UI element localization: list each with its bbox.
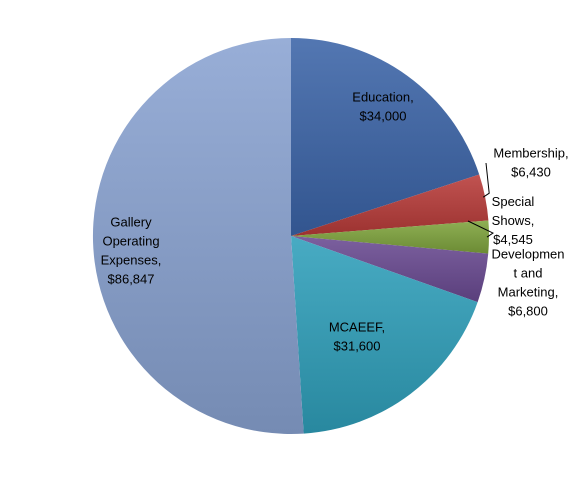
data-label-line: $6,430 [511,165,551,180]
data-label-mcaeef: MCAEEF, $31,600 [329,320,385,354]
data-label-gallery-operating-expenses: Gallery Operating Expenses, $86,847 [101,215,162,287]
data-label-line: $31,600 [334,339,381,354]
data-label-line: $4,545 [493,232,533,247]
pie-slice-gallery-operating-expenses [92,38,304,434]
data-label-education: Education, $34,000 [352,90,413,124]
data-label-line: Operating [102,234,159,249]
data-label-line: $34,000 [360,109,407,124]
data-label-line: Membership, [493,146,568,161]
data-label-line: Expenses, [101,253,162,268]
leader-lines [467,162,495,238]
data-label-line: Gallery [110,215,152,230]
data-label-development-and-marketing: Developmen t and Marketing, $6,800 [492,247,565,319]
data-label-line: Developmen [492,247,565,262]
pie-slice-mcaeef [291,236,478,434]
data-label-line: MCAEEF, [329,320,385,335]
leader-line-membership [482,162,490,198]
pie-slice-membership [291,174,489,236]
pie-slice-development-and-marketing [291,236,489,303]
pie-slice-special-shows [291,220,489,254]
data-label-line: Special [492,194,535,209]
data-label-line: Marketing, [498,285,559,300]
data-label-membership: Membership, $6,430 [493,146,568,180]
data-label-special-shows: Special Shows, $4,545 [492,194,535,247]
data-labels: Education, $34,000 Membership, $6,430 Specia… [101,90,569,354]
data-label-line: $86,847 [108,272,155,287]
pie-slice-education [291,38,480,236]
data-label-line: t and [514,266,543,281]
data-label-line: $6,800 [508,304,548,319]
leader-line-special-shows [467,220,495,238]
pie-slices [92,38,489,434]
data-label-line: Education, [352,90,413,105]
data-label-line: Shows, [492,213,535,228]
